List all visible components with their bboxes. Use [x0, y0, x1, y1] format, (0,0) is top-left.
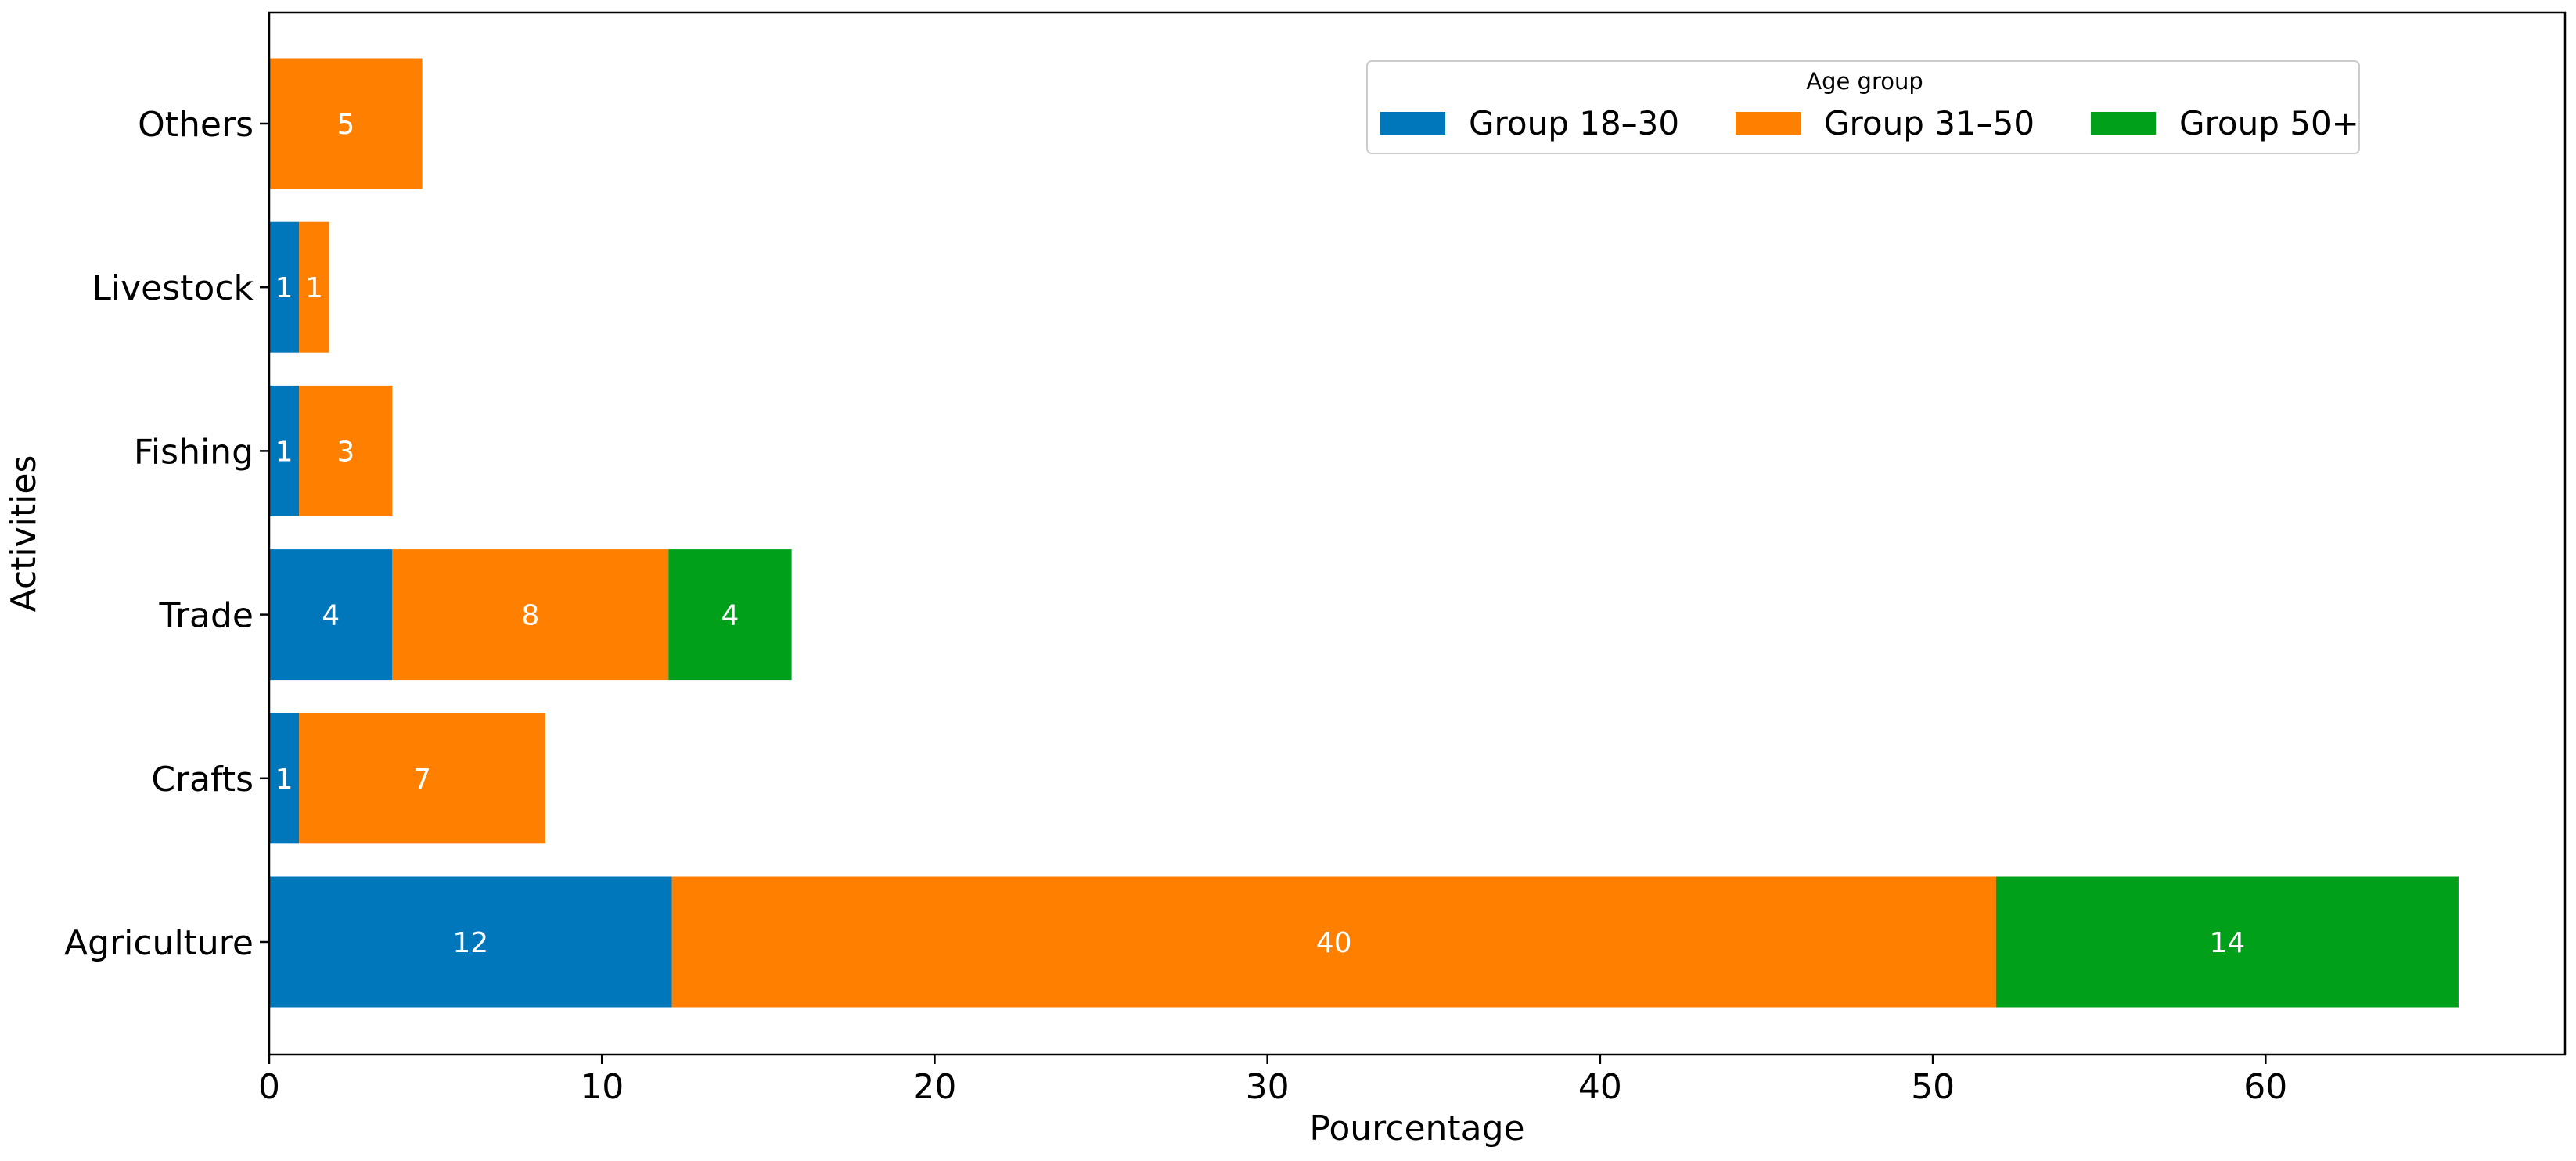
legend-swatch-group-31-50	[1736, 112, 1801, 135]
bar-label-agriculture-group-50: 14	[2209, 927, 2245, 959]
x-tick-label-10: 10	[580, 1067, 624, 1107]
bar-label-livestock-group-31-50: 1	[305, 272, 323, 304]
bar-others-group-31-50	[269, 58, 423, 189]
y-axis-title: Activities	[4, 455, 44, 613]
bar-agriculture-group-31-50	[671, 876, 1996, 1008]
bar-label-livestock-group-18-30: 1	[275, 272, 293, 304]
bar-agriculture-group-50	[1995, 876, 2459, 1008]
x-tick-label-50: 50	[1911, 1067, 1955, 1107]
bar-label-agriculture-group-18-30: 12	[452, 927, 488, 959]
bars-layer	[269, 58, 2459, 1008]
legend-label-group-50: Group 50+	[2179, 104, 2359, 142]
legend-label-group-18-30: Group 18–30	[1469, 104, 1679, 142]
bar-fishing-group-31-50	[299, 385, 393, 516]
bar-livestock-group-31-50	[299, 221, 329, 353]
x-tick-label-20: 20	[912, 1067, 956, 1107]
bar-trade-group-50	[668, 549, 792, 681]
legend: Age group Group 18–30 Group 31–50 Group 50+	[1366, 60, 2360, 154]
y-tick-label-others: Others	[138, 105, 254, 145]
bar-crafts-group-18-30	[269, 713, 300, 844]
bar-label-crafts-group-31-50: 7	[413, 764, 431, 796]
bar-labels-layer: 12 40 141 74 8 41 31 15	[275, 109, 2246, 959]
legend-label-group-31-50: Group 31–50	[1824, 104, 2035, 142]
bar-label-crafts-group-18-30: 1	[275, 764, 293, 796]
y-tick-label-agriculture: Agriculture	[64, 923, 254, 963]
bar-label-trade-group-31-50: 8	[521, 600, 539, 632]
plot-frame	[268, 11, 2567, 1056]
bar-trade-group-18-30	[269, 549, 393, 681]
bar-fishing-group-18-30	[269, 385, 300, 516]
bar-livestock-group-18-30	[269, 221, 300, 353]
x-tick-label-30: 30	[1246, 1067, 1290, 1107]
bar-label-others-group-31-50: 5	[336, 109, 354, 141]
bar-label-fishing-group-31-50: 3	[336, 436, 354, 468]
y-tick-label-livestock: Livestock	[92, 268, 254, 308]
bar-label-fishing-group-18-30: 1	[275, 436, 293, 468]
x-tick-label-0: 0	[258, 1067, 280, 1107]
x-tick-label-60: 60	[2243, 1067, 2287, 1107]
y-tick-label-fishing: Fishing	[134, 432, 254, 472]
y-axis: Agriculture Crafts Trade Fishing Livestock O…	[64, 105, 269, 963]
x-tick-label-40: 40	[1578, 1067, 1622, 1107]
legend-swatch-group-50	[2091, 112, 2156, 135]
bar-trade-group-31-50	[392, 549, 669, 681]
legend-title: Age group	[1806, 68, 1923, 95]
legend-swatch-group-18-30	[1380, 112, 1445, 135]
bar-crafts-group-31-50	[299, 713, 545, 844]
bar-label-trade-group-18-30: 4	[322, 600, 340, 632]
y-tick-label-trade: Trade	[159, 596, 254, 636]
x-axis-title: Pourcentage	[1309, 1109, 1524, 1148]
bar-label-agriculture-group-31-50: 40	[1316, 927, 1352, 959]
y-tick-label-crafts: Crafts	[151, 760, 254, 800]
x-axis: 0 10 20 30 40 50 60	[258, 1055, 2287, 1107]
bar-agriculture-group-18-30	[269, 876, 672, 1008]
bar-label-trade-group-50: 4	[721, 600, 739, 632]
